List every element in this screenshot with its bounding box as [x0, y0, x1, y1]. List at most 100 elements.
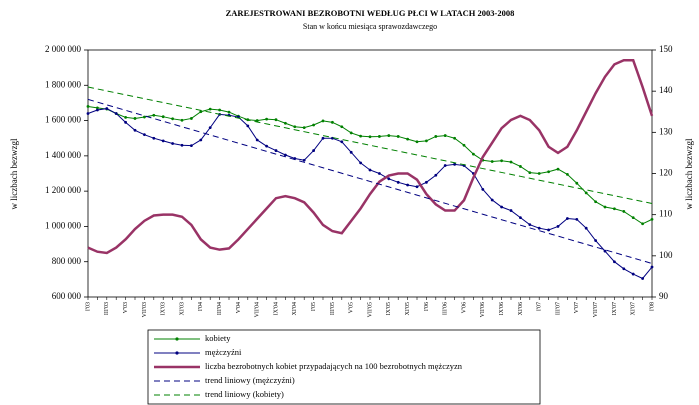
series-marker: [180, 143, 184, 147]
series-marker: [96, 106, 99, 110]
series-line: [87, 98, 653, 264]
series-marker: [171, 117, 175, 121]
series-marker: [190, 144, 193, 148]
x-tick-label: IX'05: [386, 302, 392, 315]
series-marker: [274, 149, 278, 152]
y2-tick-label: 130: [659, 126, 673, 136]
series-marker: [133, 117, 137, 120]
series-marker: [613, 207, 616, 211]
series-marker: [490, 198, 494, 202]
series-marker: [528, 223, 532, 227]
series-marker: [519, 216, 522, 220]
y-tick-label: 1 600 000: [45, 115, 82, 125]
x-tick-label: I'05: [311, 302, 317, 311]
series-marker: [631, 272, 635, 276]
series-marker: [453, 162, 456, 166]
legend-label: liczba bezrobotnych kobiet przypadającyc…: [205, 361, 463, 371]
series-marker: [265, 117, 268, 121]
series-marker: [500, 205, 503, 209]
x-tick-label: V'04: [236, 302, 242, 313]
series-marker: [293, 125, 297, 129]
series-marker: [650, 217, 654, 221]
series-marker: [331, 120, 334, 124]
series-marker: [302, 158, 306, 162]
series-marker: [443, 164, 447, 167]
series-marker: [641, 277, 644, 280]
series-marker: [340, 140, 344, 144]
series-marker: [349, 131, 353, 135]
legend-label: trend liniowy (kobiety): [205, 389, 284, 399]
series-marker: [190, 117, 193, 120]
series-marker: [152, 113, 156, 117]
series-marker: [472, 152, 475, 156]
legend-label: trend liniowy (mężczyźni): [205, 375, 295, 385]
series-marker: [547, 170, 550, 174]
x-tick-label: VII'06: [480, 302, 486, 317]
series-marker: [359, 134, 362, 138]
series-marker: [284, 121, 287, 125]
series-marker: [584, 226, 588, 230]
series-marker: [86, 112, 90, 115]
series-marker: [208, 107, 212, 111]
series-marker: [509, 209, 513, 212]
series-marker: [556, 225, 560, 228]
series-marker: [387, 134, 391, 137]
series-marker: [124, 115, 127, 119]
x-tick-label: I'06: [424, 302, 430, 311]
series-marker: [143, 133, 146, 137]
y-tick-label: 800 000: [52, 256, 82, 266]
legend-label: kobiety: [205, 333, 231, 343]
series-marker: [566, 172, 569, 176]
series-marker: [114, 112, 118, 115]
x-tick-label: I'03: [85, 302, 91, 311]
series-marker: [537, 226, 541, 230]
x-tick-label: V'06: [461, 302, 467, 313]
series-marker: [641, 222, 644, 226]
series-marker: [566, 217, 569, 220]
series-marker: [453, 136, 456, 140]
x-tick-label: III'04: [217, 302, 223, 315]
series-marker: [425, 180, 428, 184]
x-tick-label: XI'05: [405, 302, 411, 315]
legend-label: mężczyźni: [205, 347, 242, 357]
series-line: [87, 59, 654, 255]
y-axis-label: w liczbach bezwzgl: [9, 138, 19, 209]
x-tick-label: IX'03: [161, 302, 167, 315]
series-marker: [321, 136, 325, 140]
x-tick-label: XI'06: [518, 302, 524, 315]
series-marker: [603, 249, 607, 253]
series-marker: [96, 108, 99, 112]
y2-tick-label: 90: [659, 291, 669, 301]
series-marker: [613, 260, 616, 264]
series-marker: [312, 149, 315, 152]
series-marker: [575, 217, 579, 221]
series-marker: [547, 228, 550, 232]
series-marker: [528, 171, 532, 175]
series-marker: [246, 124, 250, 128]
series-marker: [631, 216, 635, 220]
series-marker: [622, 210, 626, 213]
series-marker: [265, 144, 268, 148]
series-marker: [650, 265, 654, 269]
series-marker: [359, 161, 362, 165]
series-marker: [133, 128, 137, 132]
y-tick-label: 1 800 000: [45, 79, 82, 89]
series-marker: [378, 135, 381, 138]
x-tick-label: XI'03: [179, 302, 185, 315]
y2-tick-label: 110: [659, 209, 673, 219]
series-marker: [180, 118, 184, 122]
y-tick-label: 2 000 000: [45, 44, 82, 54]
series-marker: [161, 115, 165, 119]
series-marker: [396, 135, 400, 138]
series-marker: [415, 185, 419, 189]
y2-axis-label: w liczbach bezwzgl: [684, 138, 694, 209]
x-tick-label: V'03: [123, 302, 129, 313]
x-tick-label: VII'03: [142, 302, 148, 317]
x-tick-label: IX'06: [499, 302, 505, 315]
series-marker: [481, 187, 485, 191]
x-tick-label: I'08: [649, 302, 655, 311]
series-marker: [396, 180, 400, 184]
y2-tick-label: 150: [659, 44, 673, 54]
legend-marker: [175, 351, 179, 355]
